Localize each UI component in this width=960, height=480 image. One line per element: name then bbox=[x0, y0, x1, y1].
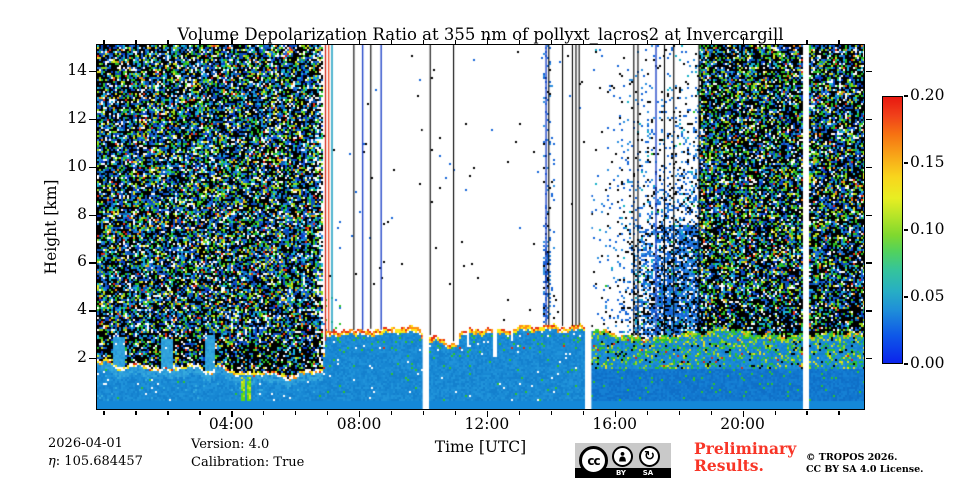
by-person-icon bbox=[612, 446, 633, 467]
cc-by-label: BY bbox=[615, 468, 627, 477]
x-tick bbox=[391, 410, 393, 415]
colorbar-tick-label: 0.20 bbox=[910, 86, 945, 104]
colorbar-tick-label: 0.00 bbox=[910, 354, 945, 372]
x-tick bbox=[646, 410, 648, 415]
y-tick-label: 12 bbox=[67, 108, 87, 127]
preliminary-results-label: Preliminary Results. bbox=[694, 439, 797, 475]
x-tick-label: 08:00 bbox=[336, 415, 382, 433]
colorbar-tick bbox=[903, 95, 908, 97]
x-tick-label: 16:00 bbox=[592, 415, 638, 433]
y-tick-right bbox=[865, 262, 872, 264]
colorbar-tick-label: 0.15 bbox=[910, 153, 945, 171]
x-tick bbox=[550, 410, 553, 415]
eta-symbol: η bbox=[48, 454, 56, 469]
x-tick bbox=[231, 410, 233, 417]
y-tick-label: 14 bbox=[67, 61, 87, 80]
x-tick bbox=[774, 410, 776, 415]
plot-title: Volume Depolarization Ratio at 355 nm of… bbox=[177, 25, 784, 44]
x-tick bbox=[295, 410, 297, 415]
copyright-line1: © TROPOS 2026. bbox=[806, 452, 898, 463]
date-label: 2026-04-01 bbox=[48, 436, 123, 451]
colorbar-tick bbox=[903, 363, 908, 365]
x-tick bbox=[454, 410, 457, 415]
x-tick bbox=[167, 410, 169, 415]
x-tick bbox=[710, 410, 712, 415]
x-tick bbox=[806, 410, 808, 415]
x-tick-label: 04:00 bbox=[208, 415, 254, 433]
copyright-label: © TROPOS 2026. CC BY SA 4.0 License. bbox=[806, 452, 923, 475]
preliminary-line2: Results. bbox=[694, 455, 764, 475]
x-tick bbox=[742, 410, 744, 417]
x-tick bbox=[582, 410, 585, 415]
x-tick bbox=[103, 410, 105, 415]
colorbar-tick bbox=[903, 162, 908, 164]
y-tick-label: 2 bbox=[77, 348, 87, 367]
y-tick-label: 4 bbox=[77, 300, 87, 319]
x-tick bbox=[135, 410, 137, 415]
colorbar-tick-label: 0.05 bbox=[910, 287, 945, 305]
y-tick-right bbox=[865, 214, 872, 216]
colorbar-tick bbox=[903, 296, 908, 298]
x-tick bbox=[614, 410, 617, 417]
cc-sa-label: SA bbox=[642, 468, 654, 477]
y-tick-label: 10 bbox=[67, 156, 87, 175]
heatmap-canvas bbox=[96, 44, 864, 409]
cc-badge-strip bbox=[575, 468, 671, 478]
x-axis-label: Time [UTC] bbox=[434, 438, 527, 456]
x-tick bbox=[518, 410, 521, 415]
x-tick bbox=[838, 410, 840, 415]
y-tick-right bbox=[865, 118, 872, 121]
x-tick bbox=[359, 410, 361, 417]
plot-area bbox=[95, 43, 865, 410]
cc-license-badge: cc ↻ BY SA bbox=[575, 443, 671, 478]
x-tick bbox=[199, 410, 201, 415]
y-tick-right bbox=[865, 166, 872, 169]
preliminary-line1: Preliminary bbox=[694, 439, 797, 458]
calibration-label: Calibration: True bbox=[191, 455, 305, 470]
colorbar bbox=[882, 96, 903, 364]
eta-value: : 105.684457 bbox=[55, 454, 143, 469]
colorbar-tick-label: 0.10 bbox=[910, 220, 945, 238]
x-tick bbox=[486, 410, 489, 417]
y-tick-right bbox=[865, 71, 872, 73]
version-label: Version: 4.0 bbox=[191, 437, 270, 452]
x-tick bbox=[678, 410, 680, 415]
y-axis-label: Height [km] bbox=[42, 179, 60, 275]
cc-icon: cc bbox=[579, 446, 608, 475]
colorbar-tick bbox=[903, 229, 908, 231]
y-tick-right bbox=[865, 358, 872, 360]
x-tick bbox=[263, 410, 265, 415]
x-tick bbox=[422, 410, 425, 415]
eta-label: η: 105.684457 bbox=[48, 454, 143, 469]
sa-arrow-icon: ↻ bbox=[639, 446, 660, 467]
copyright-line2: CC BY SA 4.0 License. bbox=[806, 463, 924, 475]
x-tick-label: 20:00 bbox=[720, 415, 765, 433]
x-tick bbox=[327, 410, 329, 415]
x-tick-label: 12:00 bbox=[464, 415, 510, 433]
y-tick-right bbox=[865, 310, 872, 312]
